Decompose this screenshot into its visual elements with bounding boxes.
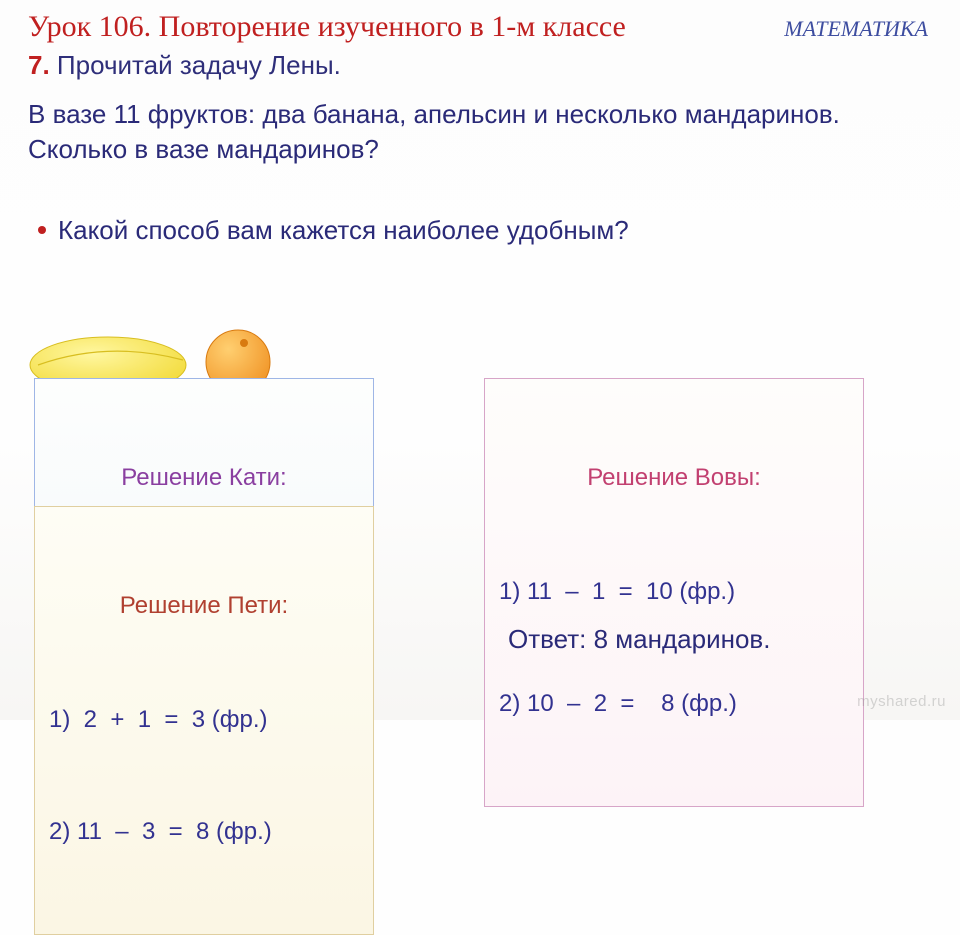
task-number: 7. — [28, 50, 50, 80]
question-line: Какой способ вам кажется наиболее удобны… — [28, 215, 932, 246]
slide-page: Урок 106. Повторение изученного в 1-м кл… — [0, 0, 960, 720]
question-text: Какой способ вам кажется наиболее удобны… — [58, 215, 629, 245]
task-line: 7. Прочитай задачу Лены. — [28, 50, 932, 81]
problem-text: В вазе 11 фруктов: два банана, апельсин … — [28, 97, 908, 167]
solution-petya: Решение Пети: 1) 2 + 1 = 3 (фр.) 2) 11 –… — [34, 506, 374, 935]
watermark: myshared.ru — [857, 693, 946, 710]
solution-katya-title: Решение Кати: — [49, 459, 359, 496]
lesson-title: Урок 106. Повторение изученного в 1-м кл… — [28, 10, 626, 44]
header: Урок 106. Повторение изученного в 1-м кл… — [28, 10, 932, 48]
bullet-icon — [38, 226, 46, 234]
solution-vova-title: Решение Вовы: — [499, 459, 849, 496]
solution-vova-line2: 2) 10 – 2 = 8 (фр.) — [499, 685, 849, 722]
solution-vova: Решение Вовы: 1) 11 – 1 = 10 (фр.) 2) 10… — [484, 378, 864, 807]
solution-petya-line2: 2) 11 – 3 = 8 (фр.) — [49, 813, 359, 850]
solution-vova-line1: 1) 11 – 1 = 10 (фр.) — [499, 573, 849, 610]
task-prompt: Прочитай задачу Лены. — [57, 50, 341, 80]
solution-petya-title: Решение Пети: — [49, 587, 359, 624]
answer-text: Ответ: 8 мандаринов. — [508, 624, 770, 655]
subject-label: МАТЕМАТИКА — [784, 16, 928, 42]
